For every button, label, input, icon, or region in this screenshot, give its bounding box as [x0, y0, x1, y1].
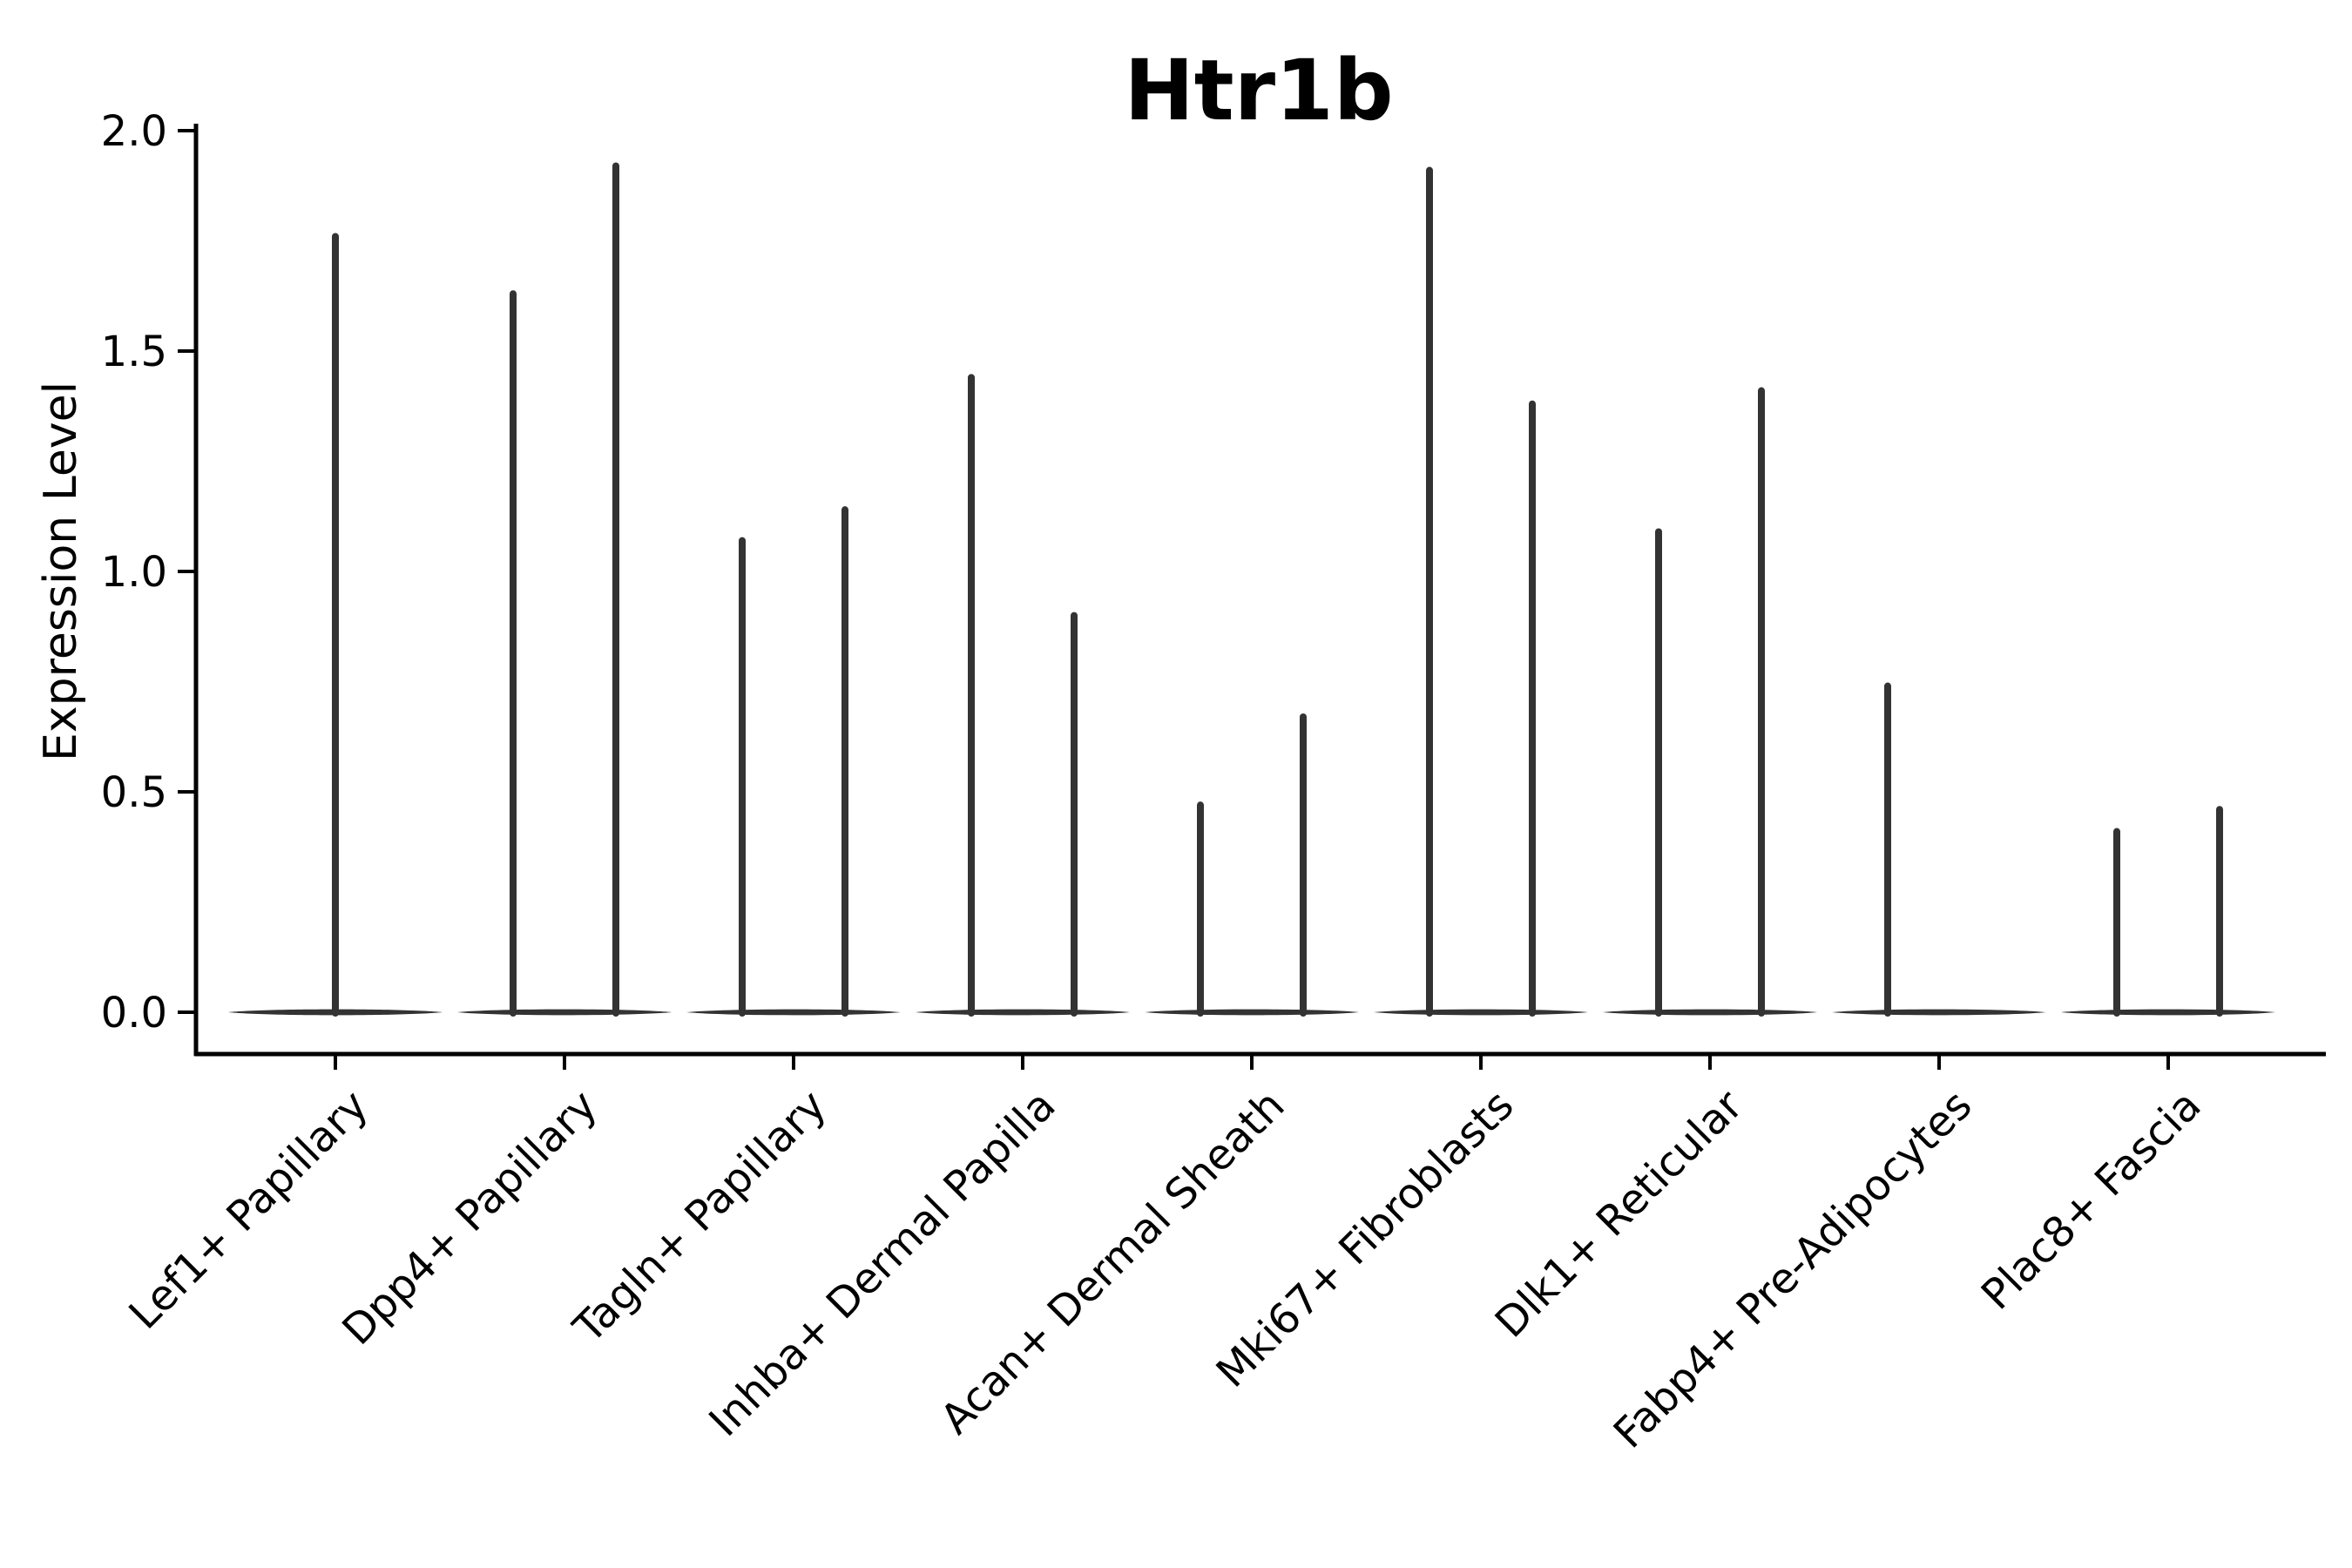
violin-base	[2061, 1009, 2275, 1016]
violin-base	[1374, 1009, 1588, 1016]
violin-base	[916, 1009, 1130, 1016]
x-tick-label: Dpp4+ Papillary	[333, 1081, 606, 1355]
violin-base	[1603, 1009, 1817, 1016]
y-tick-label: 1.0	[101, 548, 167, 597]
y-tick-label: 1.5	[101, 328, 167, 376]
y-tick-label: 2.0	[101, 107, 167, 156]
x-tick-label: Tagln+ Papillary	[564, 1081, 835, 1353]
violin-base	[457, 1009, 672, 1016]
violin-base	[686, 1009, 901, 1016]
chart-title: Htr1b	[1124, 42, 1394, 139]
violin-base	[1145, 1009, 1359, 1016]
violin-base	[1832, 1009, 2046, 1016]
x-tick-label: Plac8+ Fascia	[1972, 1081, 2211, 1320]
x-tick-label: Dlk1+ Reticular	[1486, 1081, 1753, 1348]
y-tick-label: 0.5	[101, 768, 167, 817]
x-tick-label: Lef1+ Papillary	[120, 1081, 378, 1339]
y-tick-label: 0.0	[101, 989, 167, 1037]
